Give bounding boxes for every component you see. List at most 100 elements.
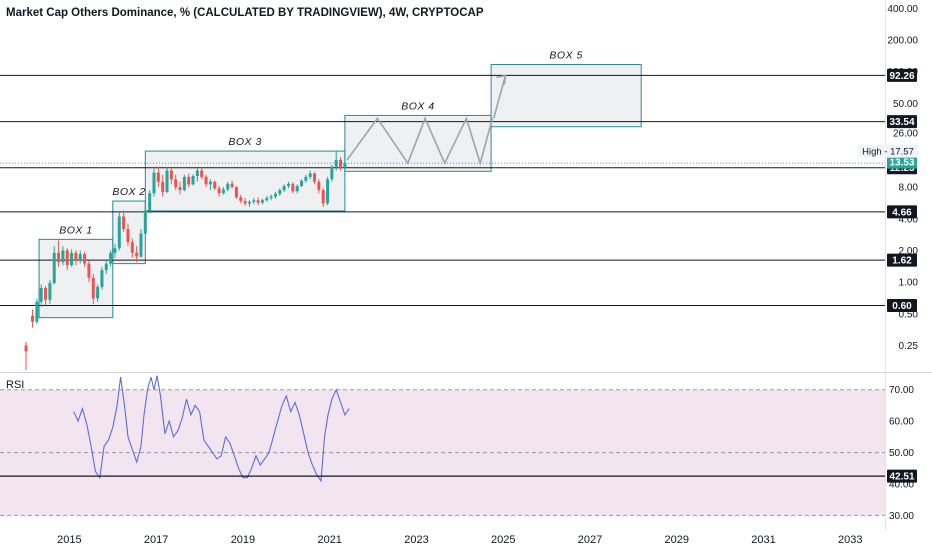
chart-title: Market Cap Others Dominance, % (CALCULAT… (6, 7, 484, 19)
candle-body (39, 287, 43, 302)
x-tick-label: 2029 (665, 534, 689, 546)
candle-body (334, 159, 338, 167)
candle-body (239, 197, 243, 202)
last-price-label: 13.53 (889, 158, 914, 169)
box-5 (490, 64, 642, 128)
candle-body (243, 201, 247, 204)
y-tick-label: 8.00 (899, 183, 919, 194)
rsi-level-label-bg (887, 469, 917, 483)
level-label-bg (887, 205, 917, 219)
box-label-4: BOX 4 (401, 100, 434, 112)
candle-body (330, 166, 334, 180)
projection-arrow-head (496, 74, 507, 85)
candle-body (282, 185, 286, 191)
x-tick-label: 2017 (144, 534, 168, 546)
candle-body (152, 172, 156, 194)
candle-body (44, 287, 48, 300)
candle-body (230, 183, 234, 188)
y-tick-label: 4.00 (899, 214, 919, 225)
candle-body (269, 196, 273, 199)
candle-body (273, 193, 277, 197)
candle-body (169, 170, 173, 180)
level-label: 12.23 (889, 163, 914, 174)
candle-body (256, 200, 260, 203)
y-tick-label: 50.00 (893, 99, 918, 110)
candle-body (165, 170, 169, 192)
level-label: 1.62 (892, 256, 912, 267)
candle-body (191, 176, 195, 185)
box-label-2: BOX 2 (112, 186, 145, 198)
candle-body (326, 179, 330, 204)
candle-body (139, 233, 143, 257)
candle-body (187, 176, 191, 185)
high-label: High - 17.57 (862, 147, 914, 158)
candle-body (87, 263, 91, 278)
box-4 (344, 114, 492, 172)
candle-body (117, 216, 121, 249)
rsi-tick-label: 60.00 (889, 417, 914, 428)
candle-body (313, 173, 317, 182)
rsi-level-label: 42.51 (889, 472, 914, 483)
box-label-1: BOX 1 (59, 224, 92, 236)
candle-body (295, 185, 299, 192)
candle-body (317, 181, 321, 191)
candle-body (182, 176, 186, 191)
candle-body (96, 286, 100, 299)
x-tick-label: 2015 (57, 534, 81, 546)
y-tick-label: 2.00 (899, 246, 919, 257)
candle-body (74, 252, 78, 261)
candle-body (321, 190, 325, 204)
rsi-tick-label: 70.00 (889, 385, 914, 396)
candle-body (100, 270, 104, 287)
candle-body (291, 183, 295, 192)
candle-body (178, 187, 182, 191)
candle-body (156, 172, 160, 182)
candle-body (65, 250, 69, 266)
candle-body (278, 190, 282, 194)
candle-body (221, 189, 225, 194)
level-label: 0.60 (892, 301, 912, 312)
rsi-tick-label: 50.00 (889, 448, 914, 459)
y-tick-label: 200.00 (887, 36, 918, 47)
x-tick-label: 2031 (751, 534, 775, 546)
candle-body (148, 193, 152, 211)
candle-body (252, 200, 256, 202)
box-label-5: BOX 5 (549, 50, 582, 62)
candle-body (217, 188, 221, 194)
candle-body (300, 180, 304, 186)
candle-body (339, 159, 343, 168)
candle-body (57, 252, 61, 263)
candle-body (78, 254, 82, 261)
candle-body (52, 252, 56, 284)
candle-body (113, 248, 117, 253)
rsi-line (73, 375, 350, 483)
candle-body (304, 176, 308, 181)
level-label-bg (887, 115, 917, 129)
level-label: 92.26 (889, 71, 914, 82)
candle-body (109, 252, 113, 264)
candle-body (204, 176, 208, 185)
level-label: 4.66 (892, 207, 912, 218)
candle-body (130, 242, 134, 253)
x-tick-label: 2021 (317, 534, 341, 546)
candle-body (126, 228, 130, 243)
x-tick-label: 2027 (578, 534, 602, 546)
candle-body (343, 163, 347, 168)
rsi-tick-label: 30.00 (889, 511, 914, 522)
candle-body (143, 210, 147, 234)
candle-body (61, 250, 65, 263)
candle-body (83, 254, 87, 264)
x-tick-label: 2033 (838, 534, 862, 546)
rsi-label: RSI (6, 379, 24, 391)
candle-body (174, 179, 178, 188)
candle-body (247, 201, 251, 204)
x-tick-label: 2023 (404, 534, 428, 546)
y-tick-label: 1.00 (899, 278, 919, 289)
y-tick-label: 0.25 (899, 341, 919, 352)
candle-body (161, 181, 165, 192)
candle-body (208, 181, 212, 185)
rsi-tick-label: 40.00 (889, 480, 914, 491)
y-tick-label: 400.00 (887, 4, 918, 15)
